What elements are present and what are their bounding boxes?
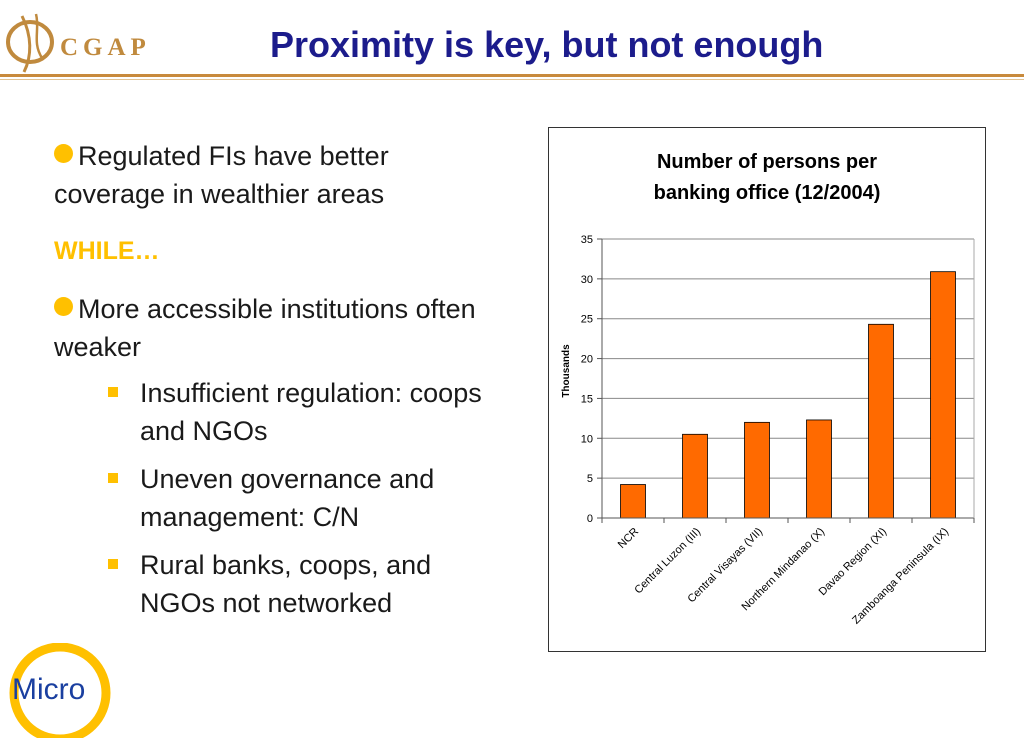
bullet-list: Regulated FIs have better coverage in we… [54, 137, 494, 632]
y-axis-label: Thousands [561, 344, 572, 398]
cgap-emblem-icon [6, 13, 54, 73]
x-tick-label: Central Luzon (III) [632, 526, 703, 597]
page-title: Proximity is key, but not enough [270, 24, 824, 65]
sub-bullet-text: Rural banks, coops, and NGOs not network… [140, 550, 432, 618]
header-divider-thin [0, 79, 1024, 80]
sub-bullet-text: Uneven governance and management: C/N [140, 464, 435, 532]
bar [620, 484, 646, 519]
chart-title-line-1: Number of persons per [657, 151, 877, 173]
header-divider [0, 74, 1024, 77]
bullet-item: Regulated FIs have better coverage in we… [54, 137, 494, 213]
while-label: WHILE… [54, 237, 160, 265]
y-tick-label: 30 [581, 274, 593, 286]
micro-label: Micro [12, 673, 86, 706]
x-tick-label: Davao Region (XI) [817, 526, 889, 598]
bar [930, 271, 956, 519]
bullet-dot-icon [54, 144, 73, 163]
square-bullet-icon [108, 473, 118, 483]
sub-bullet-item: Rural banks, coops, and NGOs not network… [104, 546, 494, 622]
y-tick-label: 35 [581, 234, 593, 246]
chart-svg: Number of persons per banking office (12… [561, 151, 975, 627]
y-tick-label: 15 [581, 393, 593, 405]
y-tick-label: 10 [581, 433, 593, 445]
sub-bullet-item: Insufficient regulation: coops and NGOs [104, 374, 494, 450]
cgap-logo: CGAP [2, 6, 177, 74]
x-tick-label: NCR [616, 526, 641, 551]
bullet-dot-icon [54, 297, 73, 316]
bar [868, 323, 894, 519]
logo-text: CGAP [60, 34, 151, 61]
sub-bullet-list: Insufficient regulation: coops and NGOs … [54, 374, 494, 622]
bullet-item: More accessible institutions often weake… [54, 290, 494, 366]
square-bullet-icon [108, 387, 118, 397]
y-tick-label: 0 [587, 513, 593, 525]
square-bullet-icon [108, 559, 118, 569]
chart-title-line-2: banking office (12/2004) [654, 182, 881, 204]
y-tick-label: 20 [581, 354, 593, 366]
y-tick-label: 5 [587, 473, 593, 485]
bar [682, 433, 708, 519]
bar [744, 421, 770, 519]
y-tick-label: 25 [581, 314, 593, 326]
sub-bullet-text: Insufficient regulation: coops and NGOs [140, 378, 482, 446]
sub-bullet-item: Uneven governance and management: C/N [104, 460, 494, 536]
bullet-text: More accessible institutions often weake… [54, 294, 476, 362]
bar-chart: Number of persons per banking office (12… [548, 127, 986, 652]
bar [806, 419, 832, 519]
bullet-text: Regulated FIs have better coverage in we… [54, 141, 389, 209]
